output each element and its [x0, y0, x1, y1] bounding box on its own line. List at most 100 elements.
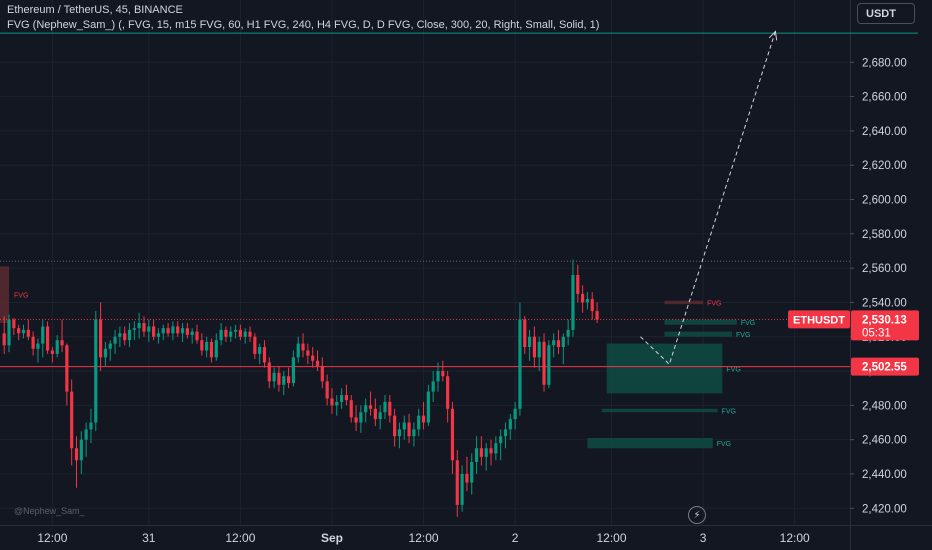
y-tick-label: 2,620.00 [862, 160, 907, 172]
price-axis[interactable]: 2,420.002,440.002,460.002,480.002,500.00… [850, 57, 907, 515]
candle-body [205, 341, 209, 351]
candle-body [474, 448, 479, 462]
candle-body [417, 415, 421, 430]
candle-body [359, 412, 363, 423]
candle-body [344, 395, 349, 401]
y-tick-label: 2,680.00 [862, 57, 907, 69]
candle-body [378, 412, 382, 420]
y-tick-label: 2,660.00 [862, 92, 907, 104]
fvg-zone [601, 408, 718, 413]
y-tick-label: 2,640.00 [862, 126, 907, 138]
candle-body [118, 333, 122, 337]
candles [2, 259, 599, 517]
candle-body [94, 319, 98, 423]
x-tick-label: 3 [700, 531, 707, 545]
candle-body [180, 328, 185, 334]
candle-body [156, 333, 161, 337]
fvg-zone [664, 331, 733, 337]
candle-body [41, 326, 45, 344]
y-tick-label: 2,460.00 [862, 435, 907, 447]
candle-body [311, 355, 315, 361]
candle-body [7, 319, 11, 346]
symbol-badge-label: ETHUSDT [793, 314, 845, 326]
candle-body [176, 326, 180, 334]
candle-body [527, 336, 532, 348]
candle-body [84, 429, 88, 440]
candle-body [393, 415, 397, 437]
currency-button[interactable]: USDT [857, 3, 915, 24]
level-price-badge [851, 357, 919, 376]
candle-body [566, 329, 570, 337]
candle-body [258, 347, 262, 354]
candle-body [272, 372, 276, 382]
candle-body [282, 376, 286, 385]
candle-body [137, 323, 141, 329]
fvg-zone [606, 343, 723, 394]
candle-body [335, 401, 339, 406]
candle-body [31, 336, 35, 349]
candle-body [127, 329, 132, 341]
candle-body [123, 333, 127, 341]
x-tick-label: 12:00 [37, 531, 67, 545]
lightning-icon[interactable]: ⚡ [688, 506, 706, 524]
y-tick-label: 2,580.00 [862, 229, 907, 241]
indicator-legend[interactable]: FVG (Nephew_Sam_) (, FVG, 15, m15 FVG, 6… [7, 19, 600, 31]
candle-body [50, 350, 54, 354]
candle-body [499, 436, 503, 444]
candle-body [340, 395, 344, 402]
candle-body [320, 365, 324, 382]
countdown-label: 05:31 [862, 327, 891, 339]
fvg-zone [664, 300, 704, 305]
x-tick-label: 12:00 [597, 531, 627, 545]
fvg-zones: FVG FVG FVG FVG FVG FVG FVG [0, 266, 755, 449]
candle-body [286, 376, 291, 384]
candle-body [349, 400, 353, 418]
candle-body [325, 381, 329, 399]
candle-body [407, 422, 411, 437]
candle-body [296, 343, 300, 358]
candle-body [547, 345, 551, 385]
candle-body [185, 328, 189, 336]
candle-body [532, 336, 536, 358]
symbol-badge [788, 310, 850, 329]
candle-body [576, 275, 580, 294]
candle-body [523, 319, 527, 348]
x-tick-label: Sep [321, 531, 343, 545]
candle-body [330, 398, 334, 406]
time-axis[interactable]: 12:00 31 12:00 Sep 12:00 2 12:00 3 12:00 [37, 531, 810, 545]
projection-arrow [768, 30, 778, 41]
x-tick-label: 12:00 [409, 531, 439, 545]
candle-body [301, 343, 305, 351]
candle-body [195, 331, 199, 341]
candle-body [542, 341, 546, 385]
level-price-label: 2,502.55 [862, 362, 907, 374]
candle-body [383, 401, 387, 413]
candle-body [431, 381, 435, 392]
candle-body [508, 419, 512, 430]
candle-body [214, 340, 218, 358]
candle-body [26, 329, 30, 337]
candle-body [113, 336, 117, 344]
candle-body [229, 331, 233, 337]
candle-body [581, 293, 585, 303]
candle-body [397, 429, 402, 437]
fvg-zone [587, 437, 713, 449]
fvg-label: FVG [736, 332, 750, 339]
fvg-label: FVG [707, 300, 721, 307]
candle-body [108, 343, 112, 349]
candle-body [132, 328, 136, 330]
last-price-label: 2,530.13 [862, 314, 907, 326]
candle-body [74, 448, 79, 461]
candle-body [238, 329, 242, 337]
x-tick-label: 31 [142, 531, 156, 545]
candle-body [166, 328, 170, 334]
candle-body [161, 328, 165, 334]
last-price-badge [851, 310, 919, 341]
candle-body [17, 328, 21, 334]
candle-body [45, 326, 50, 351]
x-tick-label: 12:00 [780, 531, 810, 545]
x-tick-label: 12:00 [225, 531, 255, 545]
candle-body [450, 408, 455, 461]
candle-body [503, 429, 508, 437]
